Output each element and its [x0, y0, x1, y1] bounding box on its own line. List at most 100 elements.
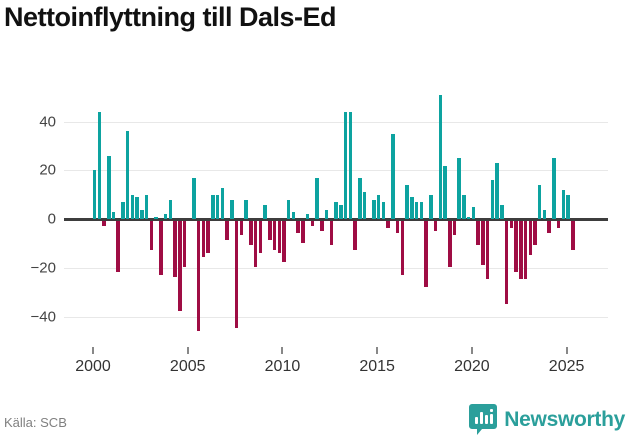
bar-2021Q3	[500, 204, 504, 220]
bar-2025Q1	[566, 194, 570, 220]
bar-2013Q1	[339, 204, 343, 220]
bar-2004Q3	[178, 220, 182, 312]
bar-2024Q3	[556, 220, 561, 229]
gridline	[64, 121, 608, 123]
bar-2012Q1	[320, 220, 324, 231]
bar-2003Q3	[159, 220, 163, 275]
y-tick-label: 20	[39, 161, 56, 179]
bar-2007Q3	[234, 220, 239, 329]
bar-2012Q3	[329, 220, 334, 246]
bar-2017Q3	[424, 220, 428, 287]
bar-2002Q2	[135, 197, 139, 220]
bar-2020Q1	[471, 207, 476, 220]
bar-2024Q2	[552, 158, 556, 220]
bar-2016Q4	[410, 197, 414, 220]
bar-2015Q3	[386, 220, 390, 229]
bar-2016Q2	[400, 220, 405, 275]
y-tick-label: 40	[39, 113, 56, 130]
bar-2014Q2	[362, 192, 367, 220]
x-tick-label: 2010	[264, 358, 301, 376]
bar-2000Q1	[92, 170, 97, 220]
bar-2009Q2	[268, 220, 272, 241]
bar-2022Q4	[523, 220, 528, 280]
bar-2010Q2	[286, 199, 291, 220]
bar-2005Q2	[192, 177, 196, 220]
bar-2000Q3	[102, 220, 106, 226]
bar-2004Q2	[173, 220, 177, 278]
bar-2010Q1	[282, 220, 286, 263]
bar-2008Q3	[253, 220, 258, 268]
bar-2003Q4	[163, 214, 168, 220]
bar-2010Q4	[296, 220, 300, 234]
bar-2001Q4	[125, 131, 130, 220]
bar-2006Q3	[215, 194, 220, 220]
bar-2007Q1	[225, 220, 229, 241]
x-tick-label: 2000	[75, 358, 111, 376]
bar-2023Q4	[542, 209, 547, 220]
bar-2018Q2	[438, 94, 443, 220]
bar-2006Q2	[211, 194, 215, 220]
gridline	[64, 317, 608, 319]
bar-2008Q4	[258, 220, 263, 253]
x-tick-label: 2015	[359, 358, 395, 376]
bar-chart-bubble-icon	[469, 404, 498, 435]
bar-2008Q1	[244, 199, 248, 220]
bar-2011Q3	[310, 220, 315, 226]
y-tick-label: 0	[47, 210, 56, 228]
bar-2024Q1	[547, 220, 551, 234]
bar-2011Q4	[315, 177, 319, 220]
bar-2002Q1	[130, 194, 135, 220]
zero-line	[64, 218, 608, 222]
bar-2005Q4	[201, 220, 206, 258]
y-tick-label: −40	[30, 308, 56, 326]
bar-2013Q3	[348, 111, 353, 220]
bar-2022Q2	[514, 220, 518, 273]
bar-2009Q3	[272, 220, 277, 251]
bar-2002Q4	[144, 194, 149, 220]
bar-2000Q2	[97, 111, 102, 220]
bar-2024Q4	[561, 189, 566, 220]
bar-2023Q3	[537, 185, 542, 220]
bar-2017Q2	[419, 202, 424, 220]
bar-2022Q1	[509, 220, 514, 229]
plot-area: 40 20 0 −20 −40 2000 2005 2010 2015 2020 2025	[0, 70, 631, 375]
x-tick-mark	[376, 347, 379, 355]
bar-2008Q2	[249, 220, 253, 246]
bar-2013Q4	[353, 220, 357, 251]
bar-2009Q4	[277, 220, 281, 253]
source-text: Källa: SCB	[4, 415, 67, 430]
bar-2021Q1	[490, 180, 495, 220]
bar-2005Q3	[196, 220, 201, 331]
bar-2003Q2	[154, 216, 158, 220]
bar-2025Q2	[571, 220, 575, 251]
gridline	[64, 268, 608, 270]
x-tick-mark	[565, 347, 568, 355]
bar-2018Q4	[448, 220, 452, 268]
x-tick-mark	[186, 347, 189, 355]
bar-2019Q4	[466, 216, 471, 220]
bar-2000Q4	[107, 155, 111, 220]
bar-2018Q1	[433, 220, 438, 231]
bar-2019Q3	[462, 194, 466, 220]
bar-2017Q1	[414, 202, 419, 220]
y-tick-label: −20	[30, 259, 56, 277]
bar-2007Q4	[239, 220, 244, 236]
bar-2017Q4	[429, 194, 433, 220]
bar-2020Q4	[485, 220, 490, 280]
bar-2023Q2	[533, 220, 537, 246]
bar-2014Q4	[372, 199, 376, 220]
bar-2004Q4	[182, 220, 187, 268]
bar-2021Q2	[495, 163, 499, 220]
bar-2001Q3	[121, 202, 125, 220]
bar-2018Q3	[443, 165, 447, 220]
x-tick-mark	[281, 347, 284, 355]
x-tick-label: 2005	[169, 358, 206, 376]
chart-title: Nettoinflyttning till Dals-Ed	[4, 2, 336, 32]
bar-2015Q4	[391, 133, 395, 220]
bar-2016Q1	[395, 220, 400, 234]
bar-2006Q1	[206, 220, 210, 253]
bar-2015Q2	[381, 202, 386, 220]
bar-2020Q2	[476, 220, 480, 246]
brand-logo[interactable]: Newsworthy	[469, 404, 625, 435]
